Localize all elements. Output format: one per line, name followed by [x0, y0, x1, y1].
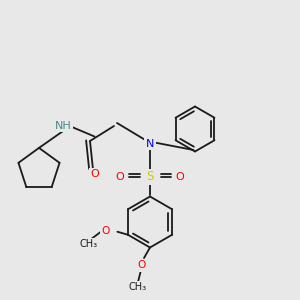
- Text: CH₃: CH₃: [128, 282, 146, 292]
- Text: S: S: [146, 170, 154, 184]
- Text: O: O: [102, 226, 110, 236]
- Text: N: N: [146, 139, 154, 149]
- Text: NH: NH: [55, 121, 71, 131]
- Text: CH₃: CH₃: [79, 239, 98, 249]
- Text: O: O: [137, 260, 146, 271]
- Text: O: O: [90, 169, 99, 179]
- Text: O: O: [116, 172, 124, 182]
- Text: O: O: [176, 172, 184, 182]
